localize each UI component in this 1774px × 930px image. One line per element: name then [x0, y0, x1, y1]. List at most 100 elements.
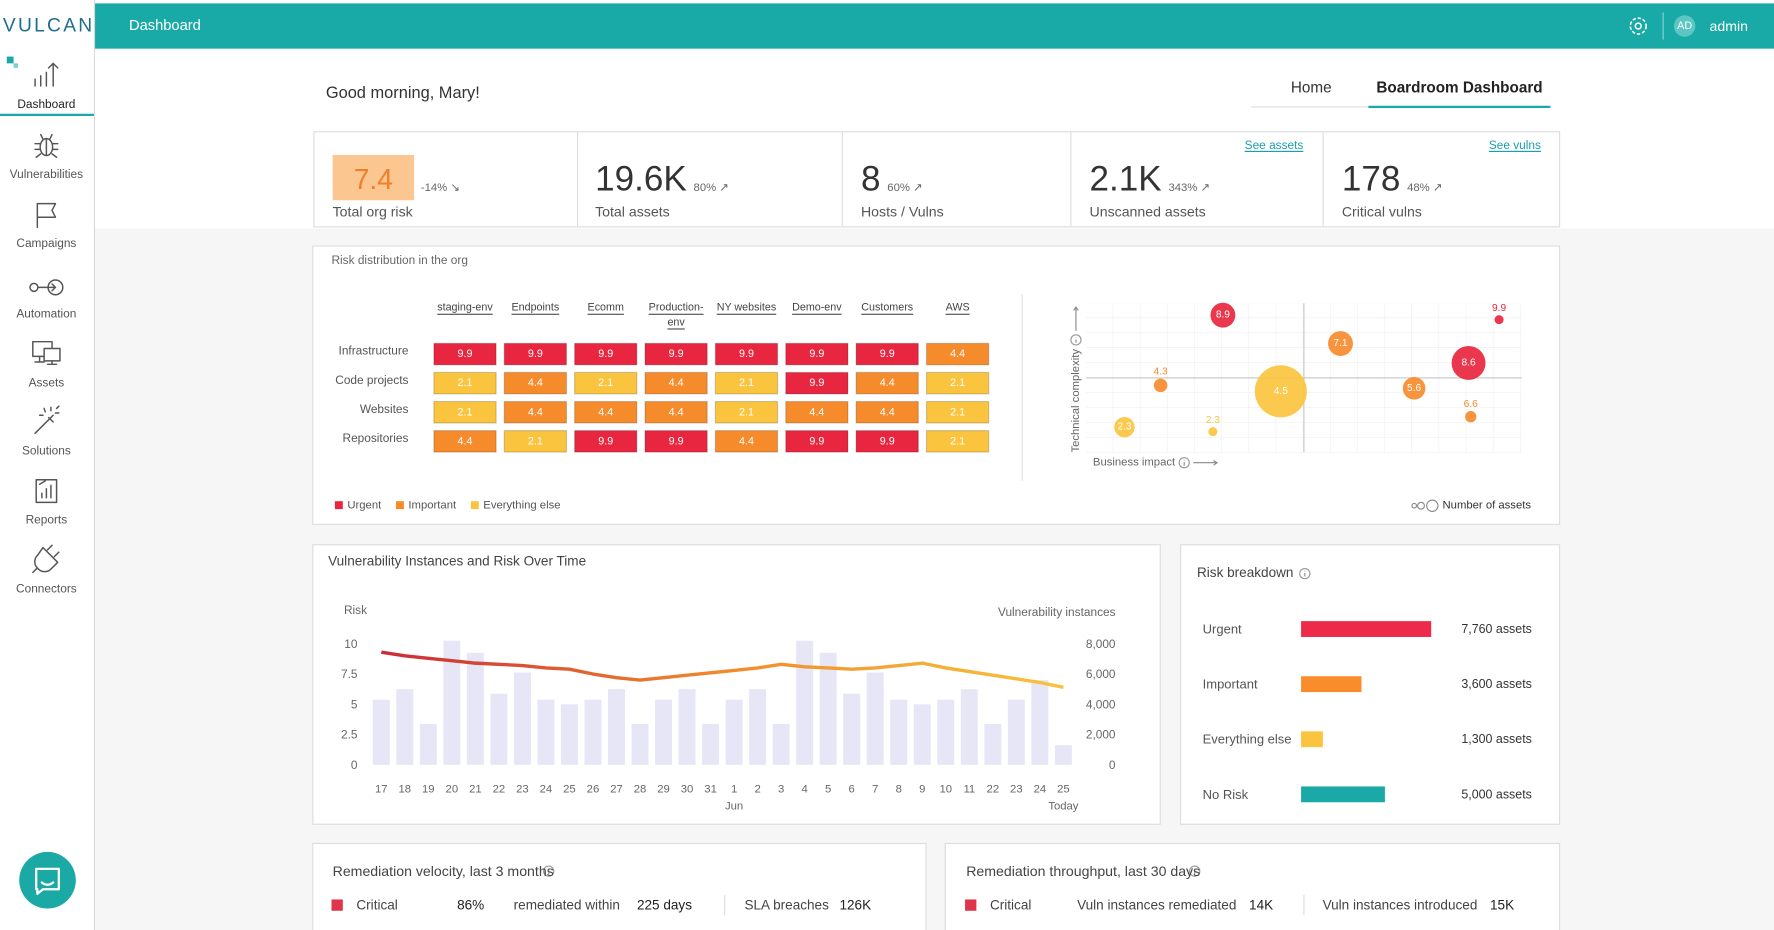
nav-label[interactable]: Dashboard — [17, 97, 75, 111]
kpi-change: -14% ↘ — [421, 182, 460, 194]
bubble-label: 4.3 — [1154, 366, 1168, 377]
kpi-link[interactable]: See vulns — [1489, 138, 1541, 152]
topbar-title: Dashboard — [129, 18, 201, 34]
heat-cell — [644, 371, 708, 395]
tabs: Home Boardroom Dashboard — [1251, 80, 1551, 109]
severity-swatch — [331, 899, 343, 911]
user-name[interactable]: admin — [1710, 18, 1748, 34]
chart-title: Risk breakdown — [1197, 565, 1294, 580]
category-label: Everything else — [1203, 732, 1292, 747]
kpi-value: 7.4 — [354, 163, 393, 195]
bar — [1301, 621, 1432, 637]
bar — [913, 704, 931, 765]
field-label: SLA breaches — [744, 898, 829, 913]
bar — [443, 640, 461, 765]
greeting: Good morning, Mary! — [326, 84, 480, 102]
heat-value: 2.1 — [458, 406, 473, 418]
heat-cell — [925, 342, 990, 366]
severity-swatch — [965, 899, 977, 911]
nav-label[interactable]: Campaigns — [16, 236, 76, 250]
heat-cell — [503, 430, 568, 453]
heat-value: 9.9 — [598, 348, 613, 360]
x-tick-label: 30 — [681, 784, 694, 796]
x-tick-label: 27 — [610, 784, 623, 796]
bubble-label: 7.1 — [1333, 338, 1347, 349]
heat-value: 4.4 — [880, 406, 895, 418]
settings-icon[interactable] — [1629, 17, 1647, 35]
kpi-card — [313, 131, 1561, 228]
heat-value: 9.9 — [458, 348, 473, 360]
info-icon — [1070, 334, 1082, 346]
y-tick-label: 2.5 — [341, 728, 358, 742]
bubble — [1465, 411, 1477, 423]
tab[interactable]: Boardroom Dashboard — [1376, 80, 1542, 97]
heat-cell — [714, 430, 779, 453]
heat-cell — [785, 430, 849, 453]
bar — [1301, 731, 1323, 748]
bar — [1301, 786, 1385, 803]
severity: Critical — [356, 898, 397, 913]
axis-arrow — [1073, 306, 1079, 331]
legend-label: Everything else — [483, 500, 560, 512]
heat-value: 9.9 — [528, 348, 543, 360]
chart-title: Risk distribution in the org — [331, 253, 467, 267]
heat-value: 4.4 — [809, 406, 824, 418]
info-icon — [1189, 865, 1201, 877]
heat-value: 4.4 — [528, 377, 543, 389]
tab[interactable]: Home — [1291, 80, 1332, 97]
nav-label[interactable]: Vulnerabilities — [10, 167, 83, 181]
x-axis-label: Business impact — [1093, 457, 1176, 469]
heat-value: 9.9 — [809, 377, 824, 389]
value-label: 5,000 assets — [1461, 787, 1532, 801]
column-label: Demo-env — [792, 302, 842, 314]
heat-value: 2.1 — [528, 435, 543, 447]
row-label: Code projects — [335, 373, 408, 387]
x-tick-label: 22 — [987, 784, 1000, 796]
nav-label[interactable]: Automation — [16, 306, 76, 320]
x-tick-label: 25 — [563, 784, 576, 796]
heat-cell — [433, 371, 497, 395]
field-value: 15K — [1490, 898, 1514, 913]
kpi-link[interactable]: See assets — [1245, 138, 1304, 152]
nav-label[interactable]: Solutions — [22, 443, 71, 457]
heat-cell — [714, 342, 779, 366]
legend-label: Urgent — [347, 500, 382, 512]
column-label: Ecomm — [588, 302, 624, 314]
bubble — [1451, 345, 1486, 380]
throughput-card — [944, 842, 1561, 930]
heat-cell — [785, 342, 849, 366]
kpi-label: Unscanned assets — [1090, 204, 1206, 220]
column-label: NY websites — [717, 302, 776, 314]
breakdown-card — [1180, 544, 1561, 825]
x-tick-label: 6 — [849, 784, 855, 796]
x-sublabel: Today — [1048, 801, 1078, 813]
y-tick-label: 10 — [344, 637, 358, 651]
heat-cell — [433, 400, 497, 424]
x-tick-label: 24 — [540, 784, 553, 796]
nav-label[interactable]: Reports — [26, 512, 68, 526]
y2-tick-label: 4,000 — [1086, 697, 1116, 711]
bubble-label: 4.5 — [1274, 386, 1288, 397]
charts: Risk distribution in the org staging-env E… — [328, 253, 1532, 877]
remediation: Remediation velocity, last 3 months Crit… — [331, 863, 1514, 916]
chart-title: Vulnerability Instances and Risk Over Ti… — [328, 554, 586, 569]
heat-value: 4.4 — [950, 348, 965, 360]
chat-button[interactable] — [19, 851, 76, 909]
nav-label[interactable]: Connectors — [16, 581, 77, 595]
heat-value: 9.9 — [880, 348, 895, 360]
x-tick-label: 21 — [469, 784, 482, 796]
bar — [655, 699, 673, 765]
heat-value: 9.9 — [669, 435, 684, 447]
avatar[interactable] — [1673, 15, 1696, 37]
sidebar: Dashboard Vulnerabilities Campaigns Automat… — [0, 97, 94, 595]
heat-value: 2.1 — [739, 406, 754, 418]
x-tick-label: 8 — [896, 784, 902, 796]
x-tick-label: 2 — [754, 784, 760, 796]
x-tick-label: 1 — [731, 784, 737, 796]
heat-value: 9.9 — [669, 348, 684, 360]
nav-label[interactable]: Assets — [29, 375, 65, 389]
brand-logo[interactable]: VULCAN — [3, 16, 95, 37]
x-tick-label: 3 — [778, 784, 784, 796]
legend-label: Important — [408, 500, 457, 512]
row-label: Repositories — [343, 431, 409, 445]
